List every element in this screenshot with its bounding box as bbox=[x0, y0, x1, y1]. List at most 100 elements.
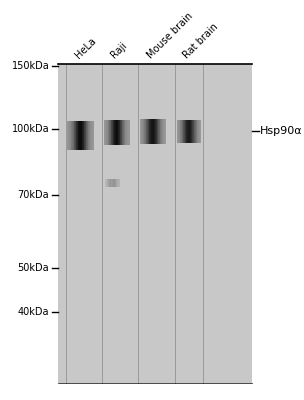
Bar bbox=[192, 120, 193, 143]
Bar bbox=[198, 120, 199, 143]
Bar bbox=[106, 179, 107, 188]
Bar bbox=[116, 179, 117, 188]
Bar bbox=[72, 121, 73, 150]
Bar bbox=[111, 120, 112, 145]
Bar bbox=[84, 121, 85, 150]
Bar bbox=[113, 120, 114, 145]
Bar bbox=[114, 179, 115, 188]
Bar bbox=[116, 120, 117, 145]
Bar bbox=[92, 121, 93, 150]
Bar bbox=[142, 119, 143, 144]
Bar bbox=[106, 120, 107, 145]
Bar bbox=[178, 120, 179, 143]
Text: 70kDa: 70kDa bbox=[18, 190, 49, 200]
Bar bbox=[78, 121, 79, 150]
Bar bbox=[146, 119, 147, 144]
Bar bbox=[117, 179, 118, 188]
Bar bbox=[164, 119, 165, 144]
Bar bbox=[108, 179, 109, 188]
Bar bbox=[93, 121, 94, 150]
Text: 40kDa: 40kDa bbox=[18, 307, 49, 317]
Bar bbox=[69, 121, 71, 150]
Bar bbox=[163, 119, 164, 144]
Bar bbox=[86, 121, 87, 150]
Bar bbox=[195, 120, 196, 143]
Bar bbox=[109, 179, 110, 188]
Bar bbox=[116, 120, 117, 145]
Bar bbox=[67, 121, 68, 150]
Bar bbox=[77, 121, 78, 150]
Bar bbox=[180, 120, 181, 143]
Bar bbox=[119, 120, 120, 145]
Bar bbox=[114, 120, 115, 145]
Bar bbox=[108, 120, 109, 145]
Bar bbox=[153, 119, 154, 144]
Bar bbox=[104, 120, 105, 145]
Bar bbox=[200, 120, 201, 143]
Bar bbox=[155, 119, 156, 144]
Bar bbox=[199, 120, 200, 143]
Bar bbox=[197, 120, 198, 143]
Bar bbox=[112, 179, 113, 188]
Text: Mouse brain: Mouse brain bbox=[146, 10, 195, 60]
Bar bbox=[180, 120, 181, 143]
Bar bbox=[127, 120, 128, 145]
Text: 50kDa: 50kDa bbox=[18, 263, 49, 273]
Bar bbox=[109, 179, 110, 188]
Bar bbox=[140, 119, 141, 144]
Bar bbox=[165, 119, 166, 144]
Bar bbox=[159, 119, 160, 144]
Bar bbox=[81, 121, 82, 150]
Bar bbox=[186, 120, 187, 143]
Bar bbox=[108, 179, 109, 188]
Bar bbox=[75, 121, 76, 150]
Bar bbox=[71, 121, 72, 150]
Bar bbox=[160, 119, 161, 144]
Bar bbox=[188, 120, 189, 143]
Bar bbox=[115, 179, 116, 188]
Bar bbox=[129, 120, 130, 145]
Bar bbox=[105, 120, 106, 145]
Bar bbox=[147, 119, 148, 144]
Bar bbox=[191, 120, 192, 143]
Bar bbox=[110, 179, 111, 188]
Bar bbox=[108, 120, 109, 145]
Text: 150kDa: 150kDa bbox=[12, 61, 49, 71]
Bar bbox=[84, 121, 85, 150]
Bar bbox=[58, 64, 252, 383]
Bar bbox=[86, 121, 87, 150]
Bar bbox=[151, 119, 152, 144]
Bar bbox=[140, 119, 141, 144]
Bar bbox=[128, 120, 129, 145]
Bar bbox=[154, 119, 155, 144]
Text: 100kDa: 100kDa bbox=[12, 124, 49, 134]
Bar bbox=[118, 179, 119, 188]
Bar bbox=[88, 121, 89, 150]
Bar bbox=[90, 121, 91, 150]
Bar bbox=[82, 121, 83, 150]
Bar bbox=[111, 179, 112, 188]
Bar bbox=[193, 120, 194, 143]
Bar bbox=[194, 120, 195, 143]
Bar bbox=[196, 120, 197, 143]
Bar bbox=[106, 179, 107, 188]
Bar bbox=[73, 121, 74, 150]
Bar bbox=[162, 119, 163, 144]
Bar bbox=[105, 179, 106, 188]
Bar bbox=[118, 179, 119, 188]
Bar bbox=[119, 179, 120, 188]
Bar bbox=[115, 120, 116, 145]
Bar bbox=[104, 120, 105, 145]
Bar bbox=[184, 120, 185, 143]
Bar bbox=[115, 120, 116, 145]
Bar bbox=[126, 120, 127, 145]
Bar bbox=[177, 120, 178, 143]
Bar bbox=[71, 121, 72, 150]
Bar bbox=[158, 119, 159, 144]
Bar bbox=[87, 121, 88, 150]
Bar bbox=[111, 179, 112, 188]
Bar bbox=[111, 120, 112, 145]
Bar bbox=[75, 121, 77, 150]
Bar bbox=[123, 120, 124, 145]
Bar bbox=[112, 120, 113, 145]
